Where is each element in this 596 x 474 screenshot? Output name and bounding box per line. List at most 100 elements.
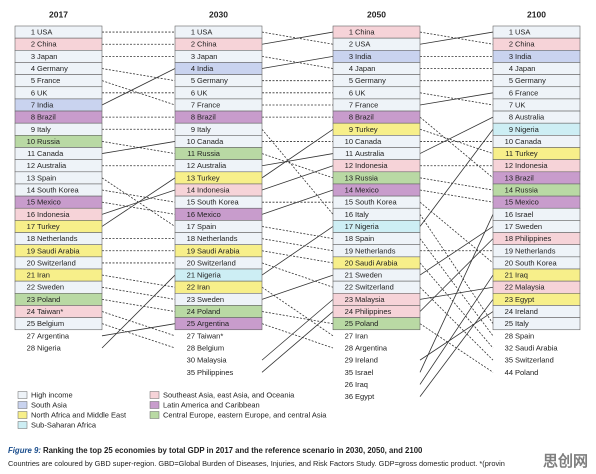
country-name: Israel	[515, 210, 534, 219]
country-name: Philippines	[355, 307, 392, 316]
rank: 15	[27, 198, 35, 207]
country-name: Germany	[355, 76, 386, 85]
country-box	[174, 62, 263, 75]
rank-connector	[419, 238, 494, 337]
rank: 30	[187, 356, 195, 365]
rank: 24	[505, 307, 513, 316]
rank-connector	[101, 274, 176, 288]
rank: 7	[191, 100, 195, 109]
country-box	[492, 98, 581, 112]
country-box	[174, 110, 263, 124]
rank: 7	[31, 100, 35, 109]
rank: 12	[187, 161, 195, 170]
rank: 28	[505, 331, 513, 340]
country-name: Taiwan*	[37, 307, 63, 316]
rank: 18	[345, 234, 353, 243]
country-name: Saudi Arabia	[515, 343, 558, 352]
rank-connector	[419, 214, 494, 373]
country-name: Netherlands	[355, 246, 396, 255]
rank-connector	[261, 299, 334, 361]
country-name: Israel	[355, 368, 374, 377]
rank: 16	[505, 210, 513, 219]
country-name: Philippines	[197, 368, 234, 377]
rank-connector	[101, 177, 176, 227]
rank: 22	[345, 283, 353, 292]
country-name: South Korea	[355, 198, 398, 207]
column-year: 2100	[527, 9, 546, 19]
country-name: Canada	[515, 137, 542, 146]
country-box	[332, 62, 421, 75]
rank: 13	[27, 173, 35, 182]
country-name: Poland	[515, 368, 538, 377]
country-name: Canada	[197, 137, 224, 146]
rank-connector	[261, 311, 334, 373]
rank: 5	[509, 76, 513, 85]
rank-connector	[261, 189, 334, 215]
country-box	[14, 25, 103, 39]
country-name: Australia	[515, 113, 545, 122]
rank: 28	[187, 343, 195, 352]
rank: 14	[187, 186, 195, 195]
rank-connector	[261, 55, 334, 69]
rank: 14	[505, 186, 513, 195]
legend-swatch	[149, 401, 160, 409]
rank: 44	[505, 368, 513, 377]
column-year: 2030	[209, 9, 228, 19]
rank-connector	[419, 116, 494, 154]
figure-label: Figure 9:	[8, 446, 41, 455]
rank-connector	[419, 201, 494, 264]
country-name: Saudi Arabia	[37, 246, 80, 255]
rank: 2	[509, 40, 513, 49]
rank: 25	[27, 319, 35, 328]
country-name: Japan	[197, 52, 217, 61]
rank: 15	[187, 198, 195, 207]
rank: 22	[505, 283, 513, 292]
rank-connector	[419, 238, 494, 312]
country-name: Poland	[355, 319, 378, 328]
country-name: Spain	[197, 222, 216, 231]
country-name: France	[37, 76, 60, 85]
country-name: Spain	[37, 173, 56, 182]
country-name: China	[37, 40, 57, 49]
country-box	[174, 49, 263, 63]
country-name: Netherlands	[197, 234, 238, 243]
country-box	[492, 62, 581, 75]
country-name: Iran	[37, 271, 50, 280]
rank: 35	[505, 356, 513, 365]
rank: 13	[345, 173, 353, 182]
country-box	[14, 86, 103, 100]
rank: 1	[349, 28, 353, 37]
country-name: Switzerland	[355, 283, 394, 292]
rank: 14	[27, 186, 35, 195]
rank-connector	[419, 226, 494, 276]
rank: 2	[31, 40, 35, 49]
country-name: Brazil	[355, 113, 374, 122]
country-name: South Korea	[197, 198, 240, 207]
country-box	[174, 86, 263, 100]
rank: 5	[31, 76, 35, 85]
rank: 12	[27, 161, 35, 170]
rank: 17	[27, 222, 35, 231]
country-name: Taiwan*	[197, 331, 223, 340]
country-name: Indonesia	[355, 161, 388, 170]
caption-note: Countries are coloured by GBD super-regi…	[8, 459, 505, 468]
rank-connector	[419, 31, 494, 45]
country-name: Russia	[197, 149, 221, 158]
legend-label: Latin America and Caribbean	[163, 400, 260, 409]
country-name: Philippines	[515, 234, 552, 243]
rank: 21	[187, 271, 195, 280]
country-name: Canada	[37, 149, 64, 158]
country-name: Turkey	[355, 125, 378, 134]
rank-connector	[101, 68, 176, 82]
rank: 15	[505, 198, 513, 207]
country-box	[174, 37, 263, 51]
country-name: France	[355, 100, 378, 109]
rank-connector	[419, 299, 494, 397]
country-name: Argentina	[355, 343, 388, 352]
rank-connector	[419, 116, 494, 179]
rank: 24	[187, 307, 195, 316]
country-name: Canada	[355, 137, 382, 146]
country-name: Malaysia	[355, 295, 385, 304]
rank: 7	[509, 100, 513, 109]
